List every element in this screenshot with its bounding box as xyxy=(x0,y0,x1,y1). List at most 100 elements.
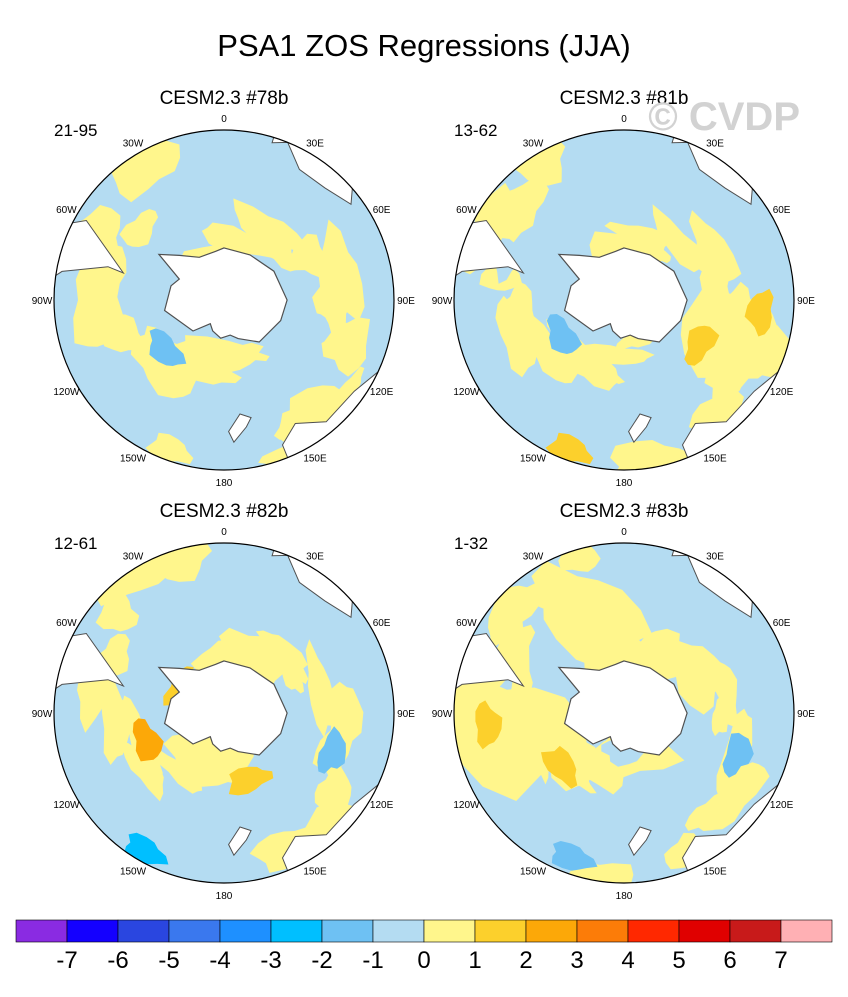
longitude-label: 60W xyxy=(56,618,77,629)
positive-anomaly-band xyxy=(314,765,352,809)
positive-region xyxy=(531,560,653,671)
colorbar-swatch xyxy=(627,919,680,943)
longitude-label: 120E xyxy=(370,800,394,811)
anomaly-feature xyxy=(149,328,187,366)
panel-years: 1-32 xyxy=(454,534,488,553)
positive-region xyxy=(680,285,794,379)
longitude-label: 30E xyxy=(306,138,324,149)
anomaly-feature xyxy=(228,766,274,796)
longitude-label: 90W xyxy=(32,296,53,307)
positive-anomaly-band xyxy=(73,256,124,347)
longitude-label: 150E xyxy=(703,867,727,878)
colorbar-swatch xyxy=(729,919,782,943)
south-america-landmass xyxy=(54,632,125,715)
new-zealand-landmass xyxy=(228,413,252,444)
anomaly-feature xyxy=(684,325,720,366)
longitude-label: 90E xyxy=(397,709,415,720)
longitude-label: 0 xyxy=(221,527,227,538)
longitude-label: 60E xyxy=(773,205,791,216)
colorbar-tick-label: -1 xyxy=(362,947,383,974)
colorbar-swatch xyxy=(321,919,374,943)
colorbar-swatch xyxy=(525,919,578,943)
longitude-label: 150E xyxy=(303,867,327,878)
colorbar-swatch xyxy=(117,919,170,943)
panel-years: 13-62 xyxy=(454,121,497,140)
positive-anomaly-band xyxy=(488,579,547,648)
anomaly-feature xyxy=(475,700,503,750)
map-panel: CESM2.3 #81b 13-62 0 30E 60E 90E 120E 150E 180 15… xyxy=(432,88,816,489)
longitude-label: 180 xyxy=(216,891,233,902)
longitude-label: 30W xyxy=(523,551,544,562)
anomaly-feature xyxy=(541,745,578,789)
longitude-label: 30E xyxy=(306,551,324,562)
positive-anomaly-band xyxy=(689,210,742,294)
anomaly-feature xyxy=(119,209,159,247)
colorbar-tick-label: 5 xyxy=(672,947,685,974)
positive-anomaly-band xyxy=(577,343,655,365)
longitude-label: 180 xyxy=(616,478,633,489)
colorbar-swatch xyxy=(576,919,629,943)
positive-anomaly-band xyxy=(711,762,770,830)
south-america-landmass xyxy=(454,632,525,715)
colorbar-swatch xyxy=(780,919,833,943)
longitude-label: 30E xyxy=(706,138,724,149)
longitude-label: 180 xyxy=(216,478,233,489)
longitude-label: 150W xyxy=(520,454,547,465)
longitude-label: 60E xyxy=(773,618,791,629)
colorbar-tick-label: -6 xyxy=(107,947,128,974)
map-panel: CESM2.3 #82b 12-61 0 30E 60E 90E 120E 150E 180 15… xyxy=(32,501,416,902)
longitude-label: 30E xyxy=(706,551,724,562)
panel-years: 21-95 xyxy=(54,121,97,140)
positive-anomaly-band xyxy=(558,543,601,572)
longitude-label: 120W xyxy=(53,800,80,811)
colorbar-swatch xyxy=(678,919,731,943)
watermark: © CVDP xyxy=(648,95,800,139)
positive-anomaly-band xyxy=(233,198,307,255)
positive-anomaly-band xyxy=(509,135,566,186)
longitude-label: 150E xyxy=(303,454,327,465)
longitude-label: 60W xyxy=(456,618,477,629)
longitude-label: 0 xyxy=(621,114,627,125)
longitude-label: 120E xyxy=(370,387,394,398)
new-zealand-landmass xyxy=(628,826,652,857)
anomaly-feature xyxy=(317,726,346,774)
positive-anomaly-band xyxy=(330,366,365,409)
positive-anomaly-band xyxy=(130,340,198,399)
positive-anomaly-band xyxy=(562,352,619,391)
panel-title: CESM2.3 #83b xyxy=(560,501,689,522)
antarctica-landmass xyxy=(157,247,288,343)
positive-anomaly-band xyxy=(255,630,309,685)
longitude-label: 180 xyxy=(616,891,633,902)
longitude-label: 120E xyxy=(770,387,794,398)
positive-anomaly-band xyxy=(305,639,339,738)
longitude-label: 90W xyxy=(432,296,453,307)
longitude-label: 120W xyxy=(453,800,480,811)
colorbar-swatch xyxy=(372,919,425,943)
colorbar-tick-label: -3 xyxy=(260,947,281,974)
colorbar-tick-label: 3 xyxy=(570,947,583,974)
colorbar-tick-label: 7 xyxy=(774,947,787,974)
colorbar-swatch xyxy=(15,919,68,943)
panel-years: 12-61 xyxy=(54,534,97,553)
longitude-label: 120W xyxy=(453,387,480,398)
positive-anomaly-band xyxy=(710,662,738,727)
longitude-label: 60E xyxy=(373,205,391,216)
positive-anomaly-band xyxy=(610,440,697,470)
anomaly-feature xyxy=(551,841,598,871)
longitude-label: 150W xyxy=(120,867,147,878)
positive-anomaly-band xyxy=(318,219,365,322)
anomaly-feature xyxy=(744,288,774,337)
new-zealand-landmass xyxy=(228,826,252,857)
longitude-label: 90W xyxy=(32,709,53,720)
longitude-label: 90W xyxy=(432,709,453,720)
positive-anomaly-band xyxy=(321,317,370,377)
colorbar-swatch xyxy=(474,919,527,943)
longitude-label: 60W xyxy=(56,205,77,216)
positive-anomaly-band xyxy=(196,342,264,374)
positive-anomaly-band xyxy=(604,221,677,254)
panel-title: CESM2.3 #82b xyxy=(160,501,289,522)
longitude-label: 150W xyxy=(120,454,147,465)
colorbar-tick-label: -7 xyxy=(56,947,77,974)
map-panel: CESM2.3 #83b 1-32 0 30E 60E 90E 120E 150E 180 150… xyxy=(432,501,816,902)
longitude-label: 90E xyxy=(797,709,815,720)
